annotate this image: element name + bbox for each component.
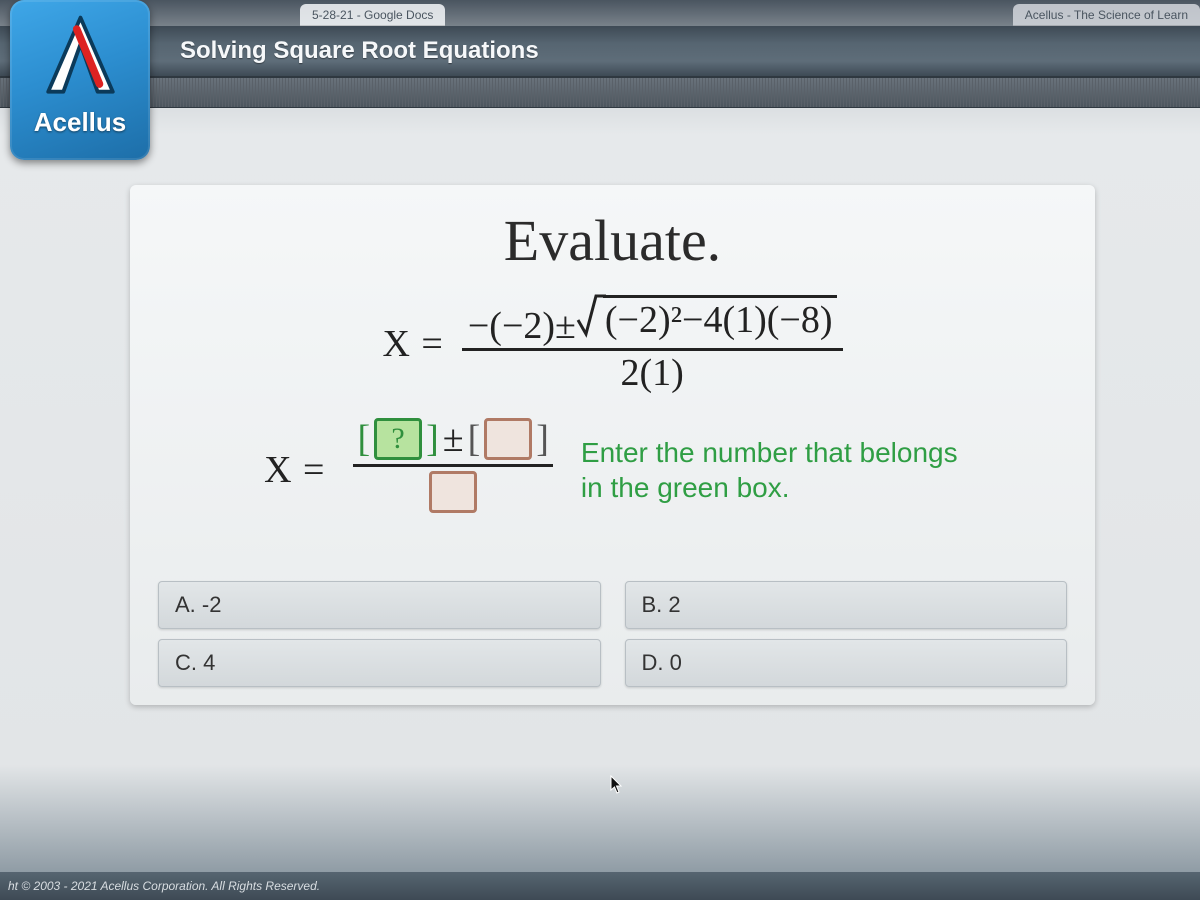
answer-grid: A. -2 B. 2 C. 4 D. 0: [158, 581, 1067, 687]
answer-box-bottom[interactable]: [429, 471, 477, 513]
titlebar-dots: [0, 78, 1200, 108]
bracket-close-icon: ]: [426, 417, 439, 461]
tab-label: 5-28-21 - Google Docs: [312, 8, 433, 22]
plus-minus: ±: [443, 417, 464, 461]
browser-tabstrip: 5-28-21 - Google Docs Acellus - The Scie…: [0, 0, 1200, 26]
formula-denominator: 2(1): [615, 351, 690, 395]
formula2-fraction: [?] ± [] []: [353, 417, 552, 523]
lesson-title: Solving Square Root Equations: [180, 37, 539, 65]
logo-a-icon: [33, 10, 128, 105]
answer-label: D. 0: [642, 650, 682, 675]
tab-label: Acellus - The Science of Learn: [1025, 8, 1188, 22]
answer-label: A. -2: [175, 592, 221, 617]
answer-label: C. 4: [175, 650, 215, 675]
answer-choice-d[interactable]: D. 0: [625, 639, 1068, 687]
answer-label: B. 2: [642, 592, 681, 617]
hint-text: Enter the number that belongs in the gre…: [581, 435, 961, 505]
bracket-open-icon: [: [468, 417, 481, 461]
cursor-icon: [610, 775, 624, 795]
acellus-logo[interactable]: Acellus: [10, 0, 150, 160]
footer-text: ht © 2003 - 2021 Acellus Corporation. Al…: [8, 879, 320, 893]
logo-text: Acellus: [34, 107, 127, 138]
answer-choice-c[interactable]: C. 4: [158, 639, 601, 687]
answer-choice-a[interactable]: A. -2: [158, 581, 601, 629]
formula-lhs: X =: [382, 322, 443, 366]
numerator-prefix: −(−2)±: [468, 305, 576, 347]
bracket-open-icon: [: [357, 417, 370, 461]
formula-quadratic: X = −(−2)± (−2)²−4(1)(−8) 2(1): [382, 292, 842, 395]
formula-fraction: −(−2)± (−2)²−4(1)(−8) 2(1): [462, 292, 843, 395]
tab-google-docs[interactable]: 5-28-21 - Google Docs: [300, 4, 445, 26]
formula2-lhs: X =: [264, 448, 325, 492]
sqrt-icon: (−2)²−4(1)(−8): [576, 292, 837, 342]
answer-box-top-right[interactable]: [484, 418, 532, 460]
formula-radicand: (−2)²−4(1)(−8): [603, 295, 837, 342]
copyright-footer: ht © 2003 - 2021 Acellus Corporation. Al…: [0, 872, 1200, 900]
problem-heading: Evaluate.: [504, 207, 721, 274]
answer-choice-b[interactable]: B. 2: [625, 581, 1068, 629]
answer-box-green[interactable]: ?: [374, 418, 422, 460]
bracket-close-icon: ]: [536, 417, 549, 461]
tab-acellus[interactable]: Acellus - The Science of Learn: [1013, 4, 1200, 26]
problem-card: Evaluate. X = −(−2)±(−2)²−4(1)(−8) 2(1) …: [130, 185, 1095, 705]
formula-answer-template: X = [?] ± [] [] Enter the number that be…: [264, 417, 961, 523]
formula2-numerator: [?] ± []: [353, 417, 552, 464]
lesson-titlebar: Solving Square Root Equations: [0, 26, 1200, 78]
formula-numerator: −(−2)± (−2)²−4(1)(−8): [462, 292, 843, 348]
formula2-denominator: []: [417, 467, 490, 523]
